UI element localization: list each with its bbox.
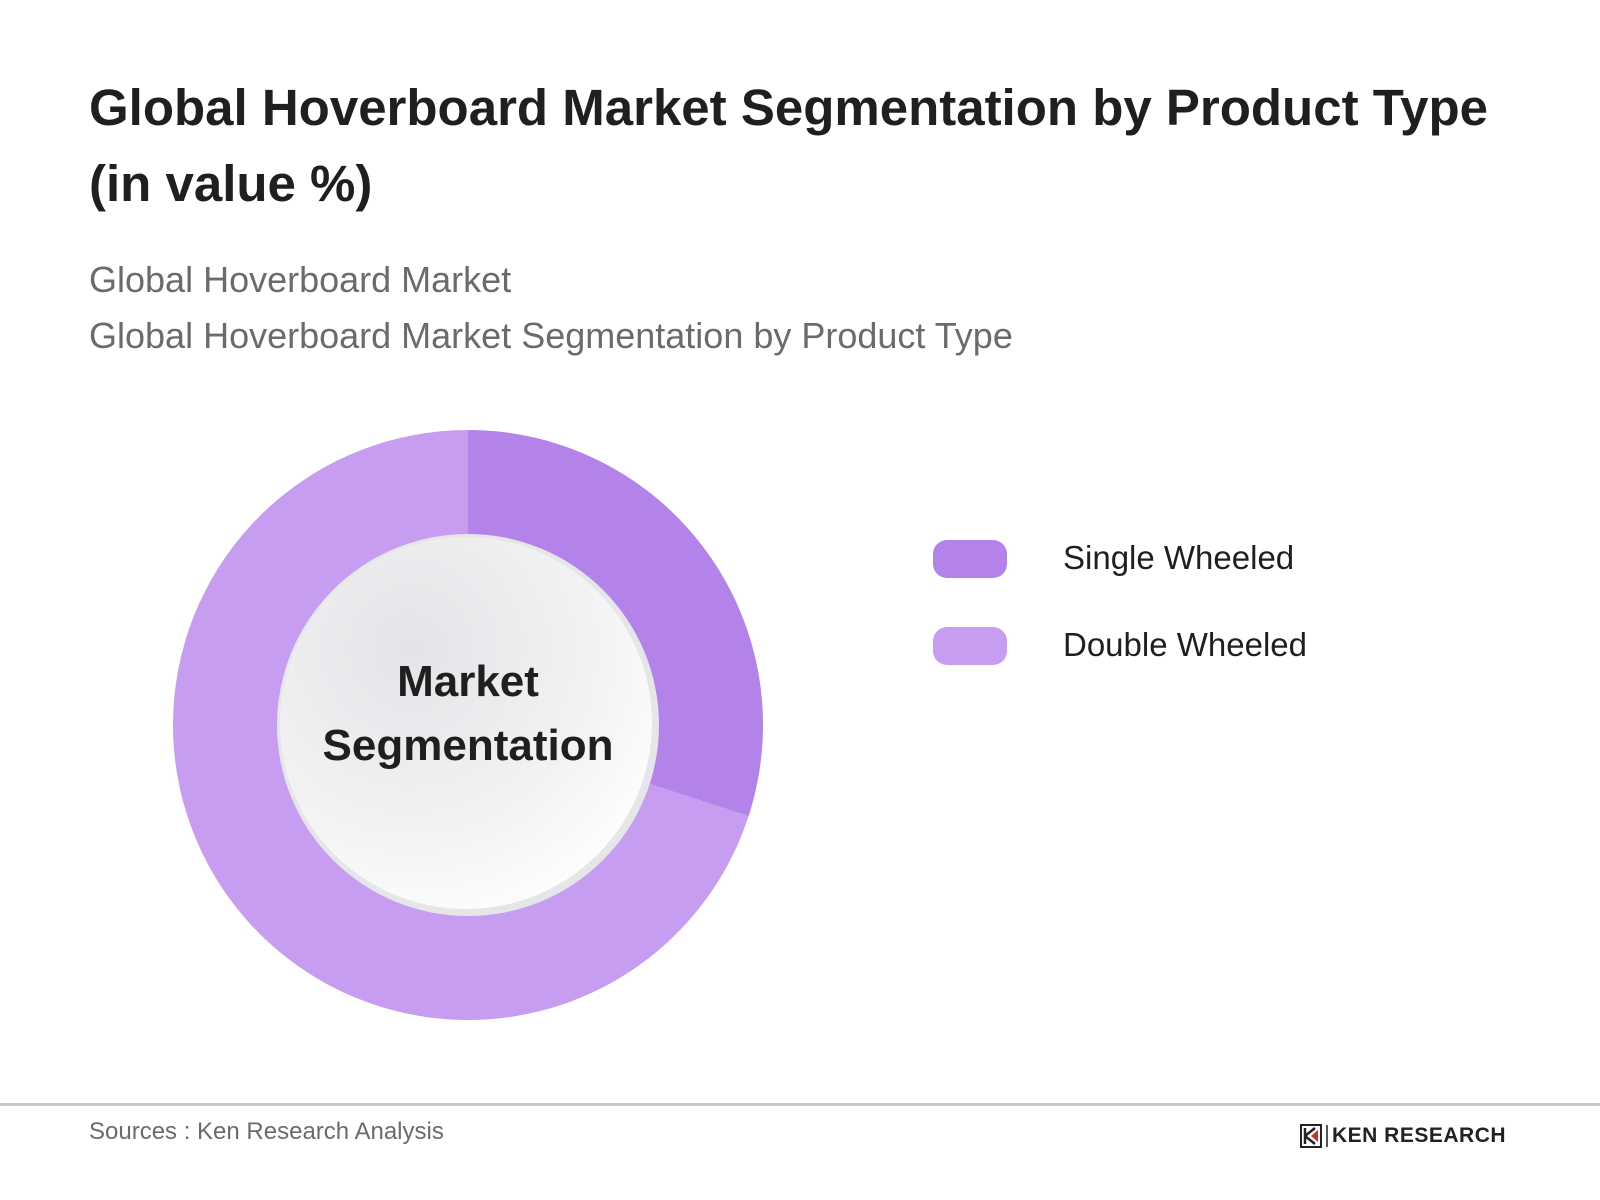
legend-swatch-single-wheeled [933, 540, 1007, 578]
brand-logo: KEN RESEARCH [1300, 1124, 1506, 1148]
ken-research-logo-icon [1300, 1124, 1322, 1148]
brand-name: KEN RESEARCH [1332, 1124, 1507, 1147]
donut-center-label: Market Segmentation [288, 650, 648, 778]
donut-hole [280, 537, 652, 909]
chart-subtitle-market: Global Hoverboard Market [89, 259, 512, 300]
footer-divider [0, 1103, 1600, 1106]
chart-subtitle-segmentation: Global Hoverboard Market Segmentation by… [89, 315, 1013, 356]
sources-note: Sources : Ken Research Analysis [89, 1118, 444, 1145]
legend-label-single-wheeled: Single Wheeled [1063, 539, 1295, 576]
legend-swatch-double-wheeled [933, 627, 1007, 665]
brand-separator [1326, 1125, 1328, 1147]
chart-title: Global Hoverboard Market Segmentation by… [89, 79, 1488, 212]
center-label-line2: Segmentation [322, 721, 614, 770]
legend-item-double-wheeled[interactable]: Double Wheeled [933, 626, 1433, 667]
legend-label-double-wheeled: Double Wheeled [1063, 626, 1307, 663]
legend-item-single-wheeled[interactable]: Single Wheeled [933, 539, 1433, 580]
center-label-line1: Market [397, 657, 539, 706]
